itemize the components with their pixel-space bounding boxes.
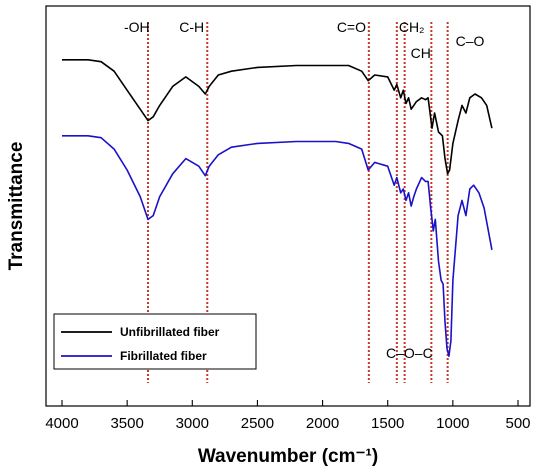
annotation-label: C-H [179,19,204,35]
x-tick-label-3500: 3500 [110,415,143,432]
annotation-group: -OH C-H C=O CH₂ CH C–O–C C–O [124,19,485,361]
legend: Unfibrillated fiber Fibrillated fiber [53,313,257,370]
legend-label-unfibrillated: Unfibrillated fiber [120,325,220,339]
series-line-0 [62,59,493,175]
x-tick-label-4000: 4000 [45,415,78,432]
x-tick-label-2000: 2000 [306,415,339,432]
annotation-label: C=O [337,19,366,35]
series-line-1 [62,135,493,357]
annotation-label: C–O–C [386,345,433,361]
y-axis-title: Transmittance [6,142,27,271]
x-tick-label-500: 500 [505,415,530,432]
annotation-label: C–O [456,33,485,49]
x-axis-title: Wavenumber (cm⁻¹) [198,446,378,467]
annotation-label: CH₂ [399,19,425,35]
x-tick-label-3000: 3000 [176,415,209,432]
x-tick-label-1500: 1500 [371,415,404,432]
x-tick-labels: 4000 3500 3000 2500 2000 1500 1000 500 [45,415,530,432]
x-tick-label-1000: 1000 [436,415,469,432]
annotation-label: -OH [124,19,150,35]
x-tick-label-2500: 2500 [241,415,274,432]
legend-box [53,313,257,370]
legend-label-fibrillated: Fibrillated fiber [120,349,207,363]
annotation-label: CH [411,45,431,61]
x-ticks [61,400,519,406]
plot-frame [45,5,531,407]
series-group [62,59,493,357]
